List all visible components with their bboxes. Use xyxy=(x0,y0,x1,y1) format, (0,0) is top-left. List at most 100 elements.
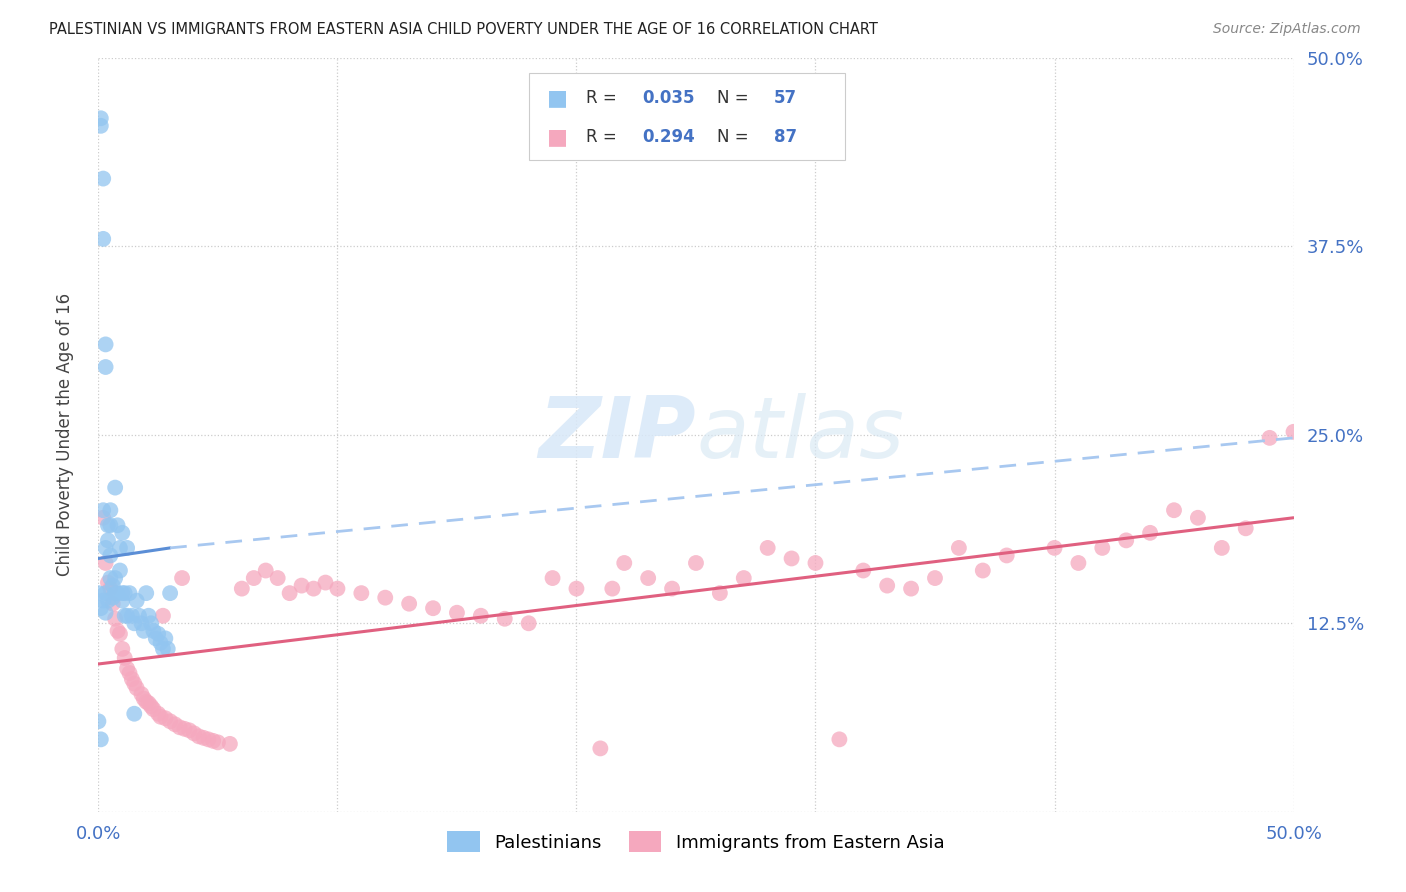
Point xyxy=(131,616,153,631)
Point xyxy=(948,541,970,555)
Text: ■: ■ xyxy=(547,128,568,147)
Point xyxy=(219,737,242,751)
Point xyxy=(972,564,994,578)
Point xyxy=(254,564,277,578)
Point xyxy=(152,608,174,623)
Point xyxy=(852,564,875,578)
Point xyxy=(685,556,707,570)
Point xyxy=(97,593,120,607)
Point xyxy=(1187,510,1209,524)
Point xyxy=(115,608,138,623)
Point xyxy=(733,571,755,585)
Point xyxy=(163,717,186,731)
Point xyxy=(995,549,1018,563)
Text: 87: 87 xyxy=(773,128,797,146)
Point xyxy=(159,714,181,729)
Text: 0.035: 0.035 xyxy=(643,89,695,107)
Point xyxy=(374,591,396,605)
Point xyxy=(101,578,124,592)
Point xyxy=(139,616,162,631)
Point xyxy=(291,578,314,592)
Point xyxy=(107,624,129,638)
Point xyxy=(90,119,112,133)
Point xyxy=(155,632,177,646)
Point xyxy=(173,722,195,736)
Point xyxy=(780,551,803,566)
Point xyxy=(108,564,131,578)
Point xyxy=(121,608,143,623)
Point xyxy=(91,593,114,607)
Text: ■: ■ xyxy=(547,88,568,108)
Point xyxy=(1163,503,1185,517)
Point xyxy=(111,586,134,600)
Point xyxy=(179,723,201,738)
Point xyxy=(124,706,146,721)
Point xyxy=(142,702,165,716)
Point xyxy=(876,578,898,592)
Point xyxy=(87,586,110,600)
Point xyxy=(152,641,174,656)
Point xyxy=(709,586,731,600)
Point xyxy=(142,624,165,638)
Point xyxy=(135,695,157,709)
Point xyxy=(115,661,138,675)
Point xyxy=(139,699,162,714)
Point xyxy=(98,518,122,533)
Point xyxy=(98,582,122,596)
Point xyxy=(104,612,127,626)
Point xyxy=(97,533,120,548)
Point xyxy=(422,601,444,615)
Point xyxy=(565,582,588,596)
Point xyxy=(828,732,851,747)
Point xyxy=(1258,431,1281,445)
Point xyxy=(267,571,290,585)
Point xyxy=(589,741,612,756)
Point xyxy=(1282,425,1305,439)
Point xyxy=(148,627,170,641)
Point xyxy=(470,608,492,623)
Point xyxy=(350,586,373,600)
Point xyxy=(517,616,540,631)
Point xyxy=(108,541,131,555)
Point xyxy=(90,732,112,747)
Point xyxy=(494,612,516,626)
Point xyxy=(159,586,181,600)
Point xyxy=(91,232,114,246)
Text: Source: ZipAtlas.com: Source: ZipAtlas.com xyxy=(1213,22,1361,37)
Point xyxy=(124,676,146,690)
Point xyxy=(924,571,946,585)
Point xyxy=(90,112,112,126)
Point xyxy=(138,608,160,623)
Point xyxy=(315,575,337,590)
Point xyxy=(398,597,420,611)
Text: atlas: atlas xyxy=(696,393,904,476)
Point xyxy=(149,636,172,650)
Point xyxy=(97,518,120,533)
Point xyxy=(114,586,136,600)
Point xyxy=(111,525,134,540)
Point xyxy=(1211,541,1233,555)
Point xyxy=(145,632,167,646)
Point xyxy=(326,582,349,596)
Point xyxy=(94,337,117,351)
Point xyxy=(94,541,117,555)
Text: N =: N = xyxy=(717,128,755,146)
Text: PALESTINIAN VS IMMIGRANTS FROM EASTERN ASIA CHILD POVERTY UNDER THE AGE OF 16 CO: PALESTINIAN VS IMMIGRANTS FROM EASTERN A… xyxy=(49,22,879,37)
Point xyxy=(138,696,160,710)
Point xyxy=(183,726,205,740)
Point xyxy=(98,503,122,517)
Point xyxy=(602,582,624,596)
Point xyxy=(94,606,117,620)
Point xyxy=(104,571,127,585)
Point xyxy=(132,691,155,706)
Point xyxy=(149,710,172,724)
Point xyxy=(115,541,138,555)
Point xyxy=(1234,521,1257,535)
Point xyxy=(97,575,120,590)
Point xyxy=(661,582,683,596)
Point xyxy=(148,706,170,721)
Point xyxy=(104,586,127,600)
Point xyxy=(121,672,143,686)
Point xyxy=(101,591,124,605)
Point xyxy=(1043,541,1066,555)
